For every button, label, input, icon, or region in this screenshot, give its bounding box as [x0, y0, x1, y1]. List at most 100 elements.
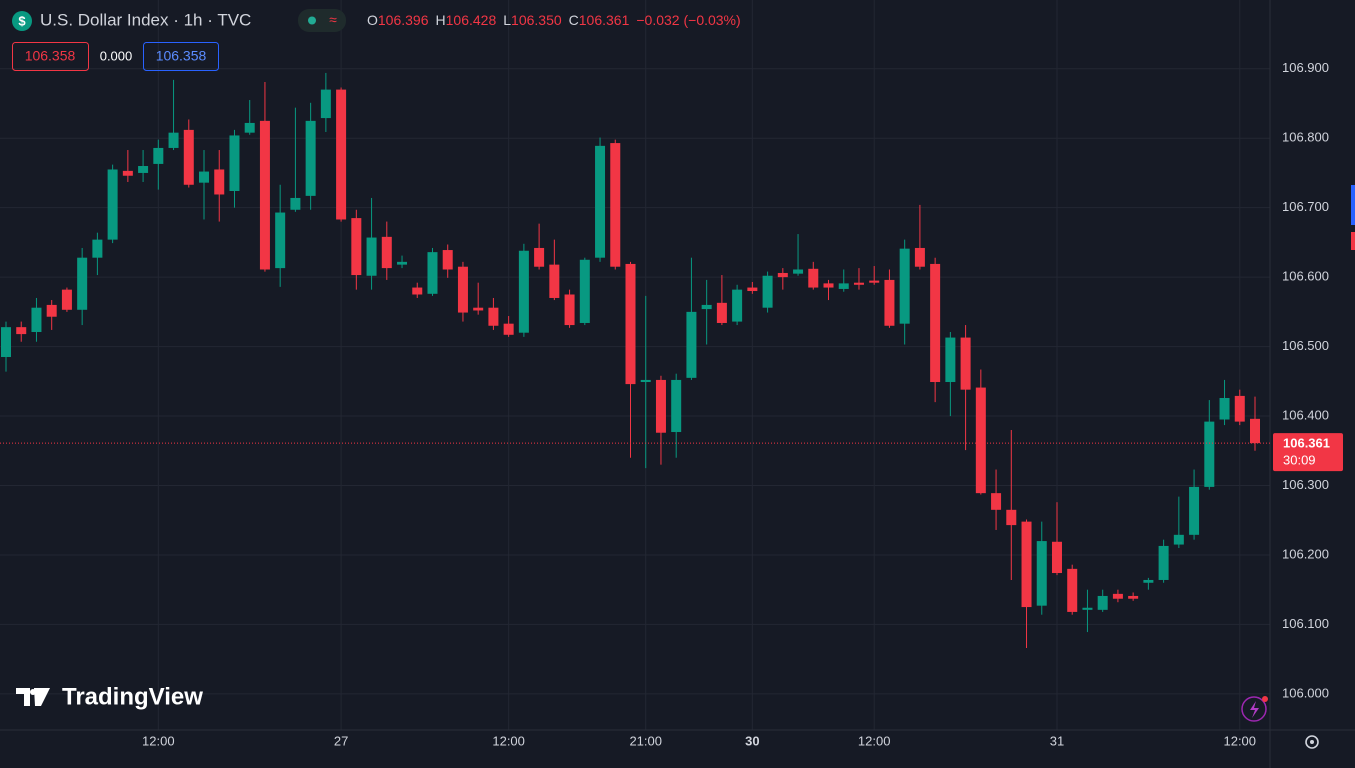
alert-icon[interactable] — [1241, 696, 1267, 722]
y-tick-label: 106.500 — [1282, 338, 1329, 353]
grid — [0, 0, 1270, 730]
y-tick-label: 106.700 — [1282, 199, 1329, 214]
candle-body — [975, 387, 986, 494]
candle-body — [397, 261, 408, 265]
candle-body — [1097, 595, 1108, 610]
candle-body — [1128, 595, 1139, 599]
candle-body — [457, 266, 468, 313]
candle-body — [793, 269, 804, 274]
candles — [1, 72, 1260, 649]
candle-body — [610, 143, 621, 267]
market-status — [308, 16, 316, 25]
candle-body — [716, 302, 727, 323]
candle-body — [1143, 579, 1154, 583]
candle-body — [92, 239, 103, 258]
settings-icon — [1310, 740, 1314, 744]
candle-body — [351, 218, 362, 276]
candle-body — [1204, 421, 1215, 487]
ohlc-key: C — [569, 12, 579, 28]
candle-body — [869, 280, 880, 283]
candle-body — [655, 379, 666, 433]
status-chip[interactable] — [298, 9, 346, 32]
candle-body — [1, 327, 11, 358]
x-tick-label: 12:00 — [142, 733, 175, 748]
candle-body — [1219, 397, 1230, 420]
candle-body — [199, 171, 210, 183]
candle-body — [107, 169, 118, 240]
candle-body — [808, 268, 819, 288]
y-tick-label: 106.800 — [1282, 130, 1329, 145]
candle-body — [991, 493, 1002, 510]
last-price-tag — [1273, 433, 1343, 472]
candle-body — [305, 120, 316, 196]
bar-countdown: 30:09 — [1283, 453, 1316, 468]
candle-body — [914, 247, 925, 267]
x-tick-label: 12:00 — [492, 733, 525, 748]
watermark-logo — [30, 689, 36, 695]
candle-body — [138, 166, 149, 173]
candle-body — [1051, 541, 1062, 574]
candle-body — [564, 294, 575, 326]
candle-body — [229, 135, 240, 192]
candle-body — [625, 263, 636, 385]
candle-body — [747, 287, 758, 292]
candle-body — [853, 282, 864, 285]
candle-body — [960, 337, 971, 390]
watermark: TradingView — [62, 683, 203, 710]
bid-box[interactable] — [12, 42, 89, 71]
candle-body — [503, 323, 514, 335]
candle-body — [518, 250, 529, 333]
candle-body — [366, 237, 377, 276]
candle-body — [1158, 545, 1169, 580]
candle-body — [899, 248, 910, 324]
candle-body — [1067, 568, 1078, 612]
y-tick-label: 106.400 — [1282, 407, 1329, 422]
scroll-marker — [1351, 232, 1355, 250]
x-tick-label: 12:00 — [1223, 733, 1256, 748]
ohlc-key: H — [436, 12, 446, 28]
candle-body — [16, 327, 27, 335]
last-price-label: 106.361 — [1283, 436, 1330, 451]
symbol-icon[interactable] — [12, 11, 32, 31]
ohlc-value: 106.396 — [378, 12, 429, 28]
candle-body — [640, 379, 651, 383]
y-tick-label: 106.900 — [1282, 60, 1329, 75]
candle-body — [1021, 521, 1032, 608]
ask-box[interactable] — [143, 42, 219, 71]
candle-body — [930, 263, 941, 383]
bid-price: 106.358 — [25, 48, 76, 64]
symbol-title[interactable]: U.S. Dollar Index · 1h · TVC — [40, 10, 251, 29]
candle-body — [838, 283, 849, 289]
candle-body — [153, 147, 164, 164]
candle-body — [884, 279, 895, 326]
x-tick-label: 31 — [1050, 733, 1064, 748]
candle-body — [1189, 486, 1200, 535]
candle-body — [671, 379, 682, 433]
y-tick-label: 106.200 — [1282, 546, 1329, 561]
alert-icon — [1250, 701, 1259, 718]
y-tick-label: 106.600 — [1282, 269, 1329, 284]
ohlc-value: 106.350 — [511, 12, 562, 28]
y-tick-label: 106.100 — [1282, 616, 1329, 631]
candle-body — [31, 307, 42, 333]
candle-body — [214, 169, 225, 195]
ohlc-value: 106.361 — [579, 12, 630, 28]
settings-icon[interactable] — [1305, 735, 1319, 749]
candle-body — [473, 307, 484, 311]
candle-body — [1112, 593, 1123, 599]
candle-body — [168, 132, 179, 148]
candle-body — [259, 120, 270, 270]
candle-body — [488, 307, 499, 326]
candle-body — [945, 337, 956, 383]
candle-body — [1234, 395, 1245, 422]
candle-body — [762, 275, 773, 308]
candle-body — [1036, 541, 1047, 606]
y-tick-label: 106.300 — [1282, 477, 1329, 492]
candle-body — [427, 252, 438, 294]
spread: 0.000 — [100, 48, 133, 63]
alert-badge — [1262, 696, 1268, 702]
candle-body — [290, 197, 301, 210]
x-tick-label: 30 — [745, 733, 759, 748]
